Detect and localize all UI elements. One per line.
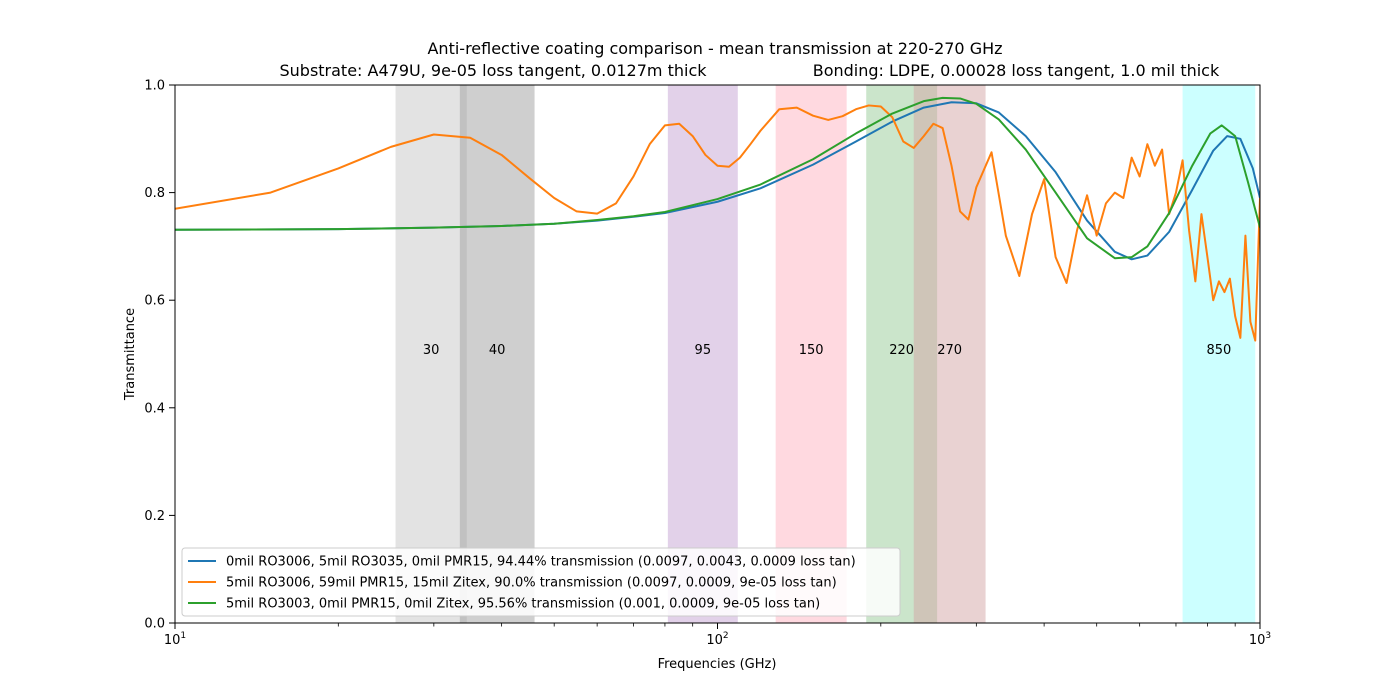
band-95 — [667, 85, 738, 623]
y-tick-label: 0.6 — [144, 294, 165, 309]
band-270 — [913, 85, 986, 623]
legend-entry-1: 0mil RO3006, 5mil RO3035, 0mil PMR15, 94… — [226, 555, 856, 570]
y-tick-label: 0.4 — [144, 401, 165, 416]
y-axis: 0.0 0.2 0.4 0.6 0.8 1.0 — [144, 79, 175, 632]
series-line-3 — [175, 96, 1260, 260]
band-label-270: 270 — [937, 343, 962, 358]
band-label-30: 30 — [423, 343, 440, 358]
series-lines — [175, 96, 1260, 342]
legend: 0mil RO3006, 5mil RO3035, 0mil PMR15, 94… — [181, 547, 901, 617]
chart-subtitle-substrate: Substrate: A479U, 9e-05 loss tangent, 0.… — [279, 61, 707, 80]
band-label-220: 220 — [889, 343, 914, 358]
chart-title: Anti-reflective coating comparison - mea… — [427, 39, 1002, 58]
x-axis-label: Frequencies (GHz) — [658, 657, 777, 672]
x-tick-label: 101 — [164, 631, 186, 648]
band-30 — [395, 85, 467, 623]
band-150 — [775, 85, 847, 623]
band-label-150: 150 — [799, 343, 824, 358]
legend-box — [181, 547, 901, 617]
x-tick-label: 102 — [706, 631, 728, 648]
band-850 — [1182, 85, 1256, 623]
y-axis-label: Transmittance — [123, 308, 138, 401]
series-line-2 — [175, 104, 1260, 342]
y-tick-label: 0.0 — [144, 617, 165, 632]
frequency-bands — [395, 85, 1256, 623]
band-label-40: 40 — [489, 343, 506, 358]
band-label-850: 850 — [1207, 343, 1232, 358]
y-tick-label: 1.0 — [144, 79, 165, 94]
legend-entry-3: 5mil RO3003, 0mil PMR15, 0mil Zitex, 95.… — [226, 597, 820, 612]
legend-entry-2: 5mil RO3006, 59mil PMR15, 15mil Zitex, 9… — [226, 576, 837, 591]
x-tick-label: 103 — [1249, 631, 1271, 648]
band-labels: 30 40 95 150 220 270 850 — [423, 343, 1231, 358]
band-label-95: 95 — [695, 343, 712, 358]
x-axis: 101 102 103 — [164, 623, 1271, 648]
y-tick-label: 0.2 — [144, 509, 165, 524]
y-tick-label: 0.8 — [144, 186, 165, 201]
chart-subtitle-bonding: Bonding: LDPE, 0.00028 loss tangent, 1.0… — [813, 61, 1220, 80]
band-40 — [459, 85, 535, 623]
